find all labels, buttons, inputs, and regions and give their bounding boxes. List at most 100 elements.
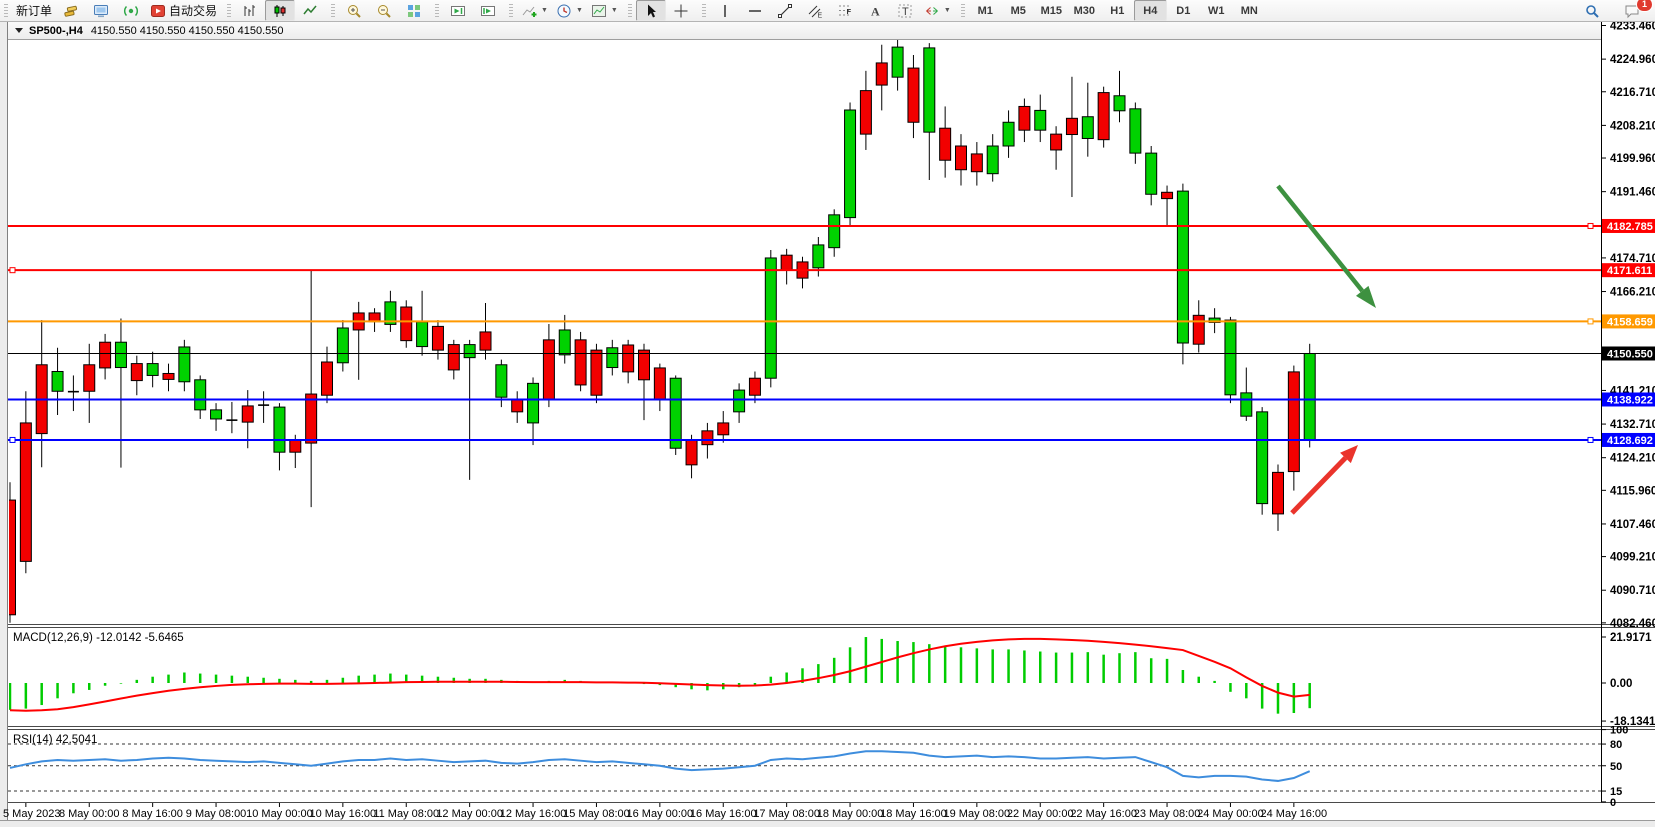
candle-body — [194, 379, 207, 411]
price-axis[interactable]: 4233.460 4224.960 4216.710 4208.210 4199.960… — [1601, 21, 1655, 809]
chart-line-button[interactable] — [295, 0, 325, 21]
tf-mn-button[interactable]: MN — [1233, 0, 1266, 21]
new-order-label: 新订单 — [16, 4, 53, 18]
trend-arrow[interactable] — [1290, 456, 1348, 515]
hline-handle[interactable] — [1587, 318, 1594, 325]
tf-h1-label: H1 — [1110, 4, 1125, 17]
trend-arrow-head[interactable] — [1340, 445, 1358, 464]
time-tick-label: 24 May 16:00 — [1261, 808, 1328, 820]
hline-handle[interactable] — [1587, 222, 1594, 229]
candle-body — [289, 439, 302, 453]
texta-icon: A — [871, 4, 880, 18]
zoom-in-button[interactable] — [339, 0, 369, 21]
tile-windows-button[interactable] — [399, 0, 429, 21]
text-tool-button[interactable]: A — [860, 0, 890, 21]
candle-body — [99, 341, 112, 369]
shift-icon — [481, 5, 496, 16]
label-tool-button[interactable]: T — [890, 0, 920, 21]
time-tick-label: 19 May 08:00 — [944, 808, 1011, 820]
candle-body — [812, 244, 825, 269]
candle-body — [1018, 105, 1031, 131]
toolbar-grip[interactable] — [4, 4, 8, 17]
candle-body — [368, 312, 381, 323]
candle-body — [1287, 371, 1300, 473]
notifications-button[interactable]: 1 — [1617, 0, 1653, 21]
hline-handle[interactable] — [1587, 436, 1594, 443]
time-tick-label: 12 May 00:00 — [436, 808, 503, 820]
macd-scale-label: 0.00 — [1610, 678, 1632, 690]
tf-m30-button[interactable]: M30 — [1068, 0, 1101, 21]
auto-scroll-button[interactable] — [443, 0, 473, 21]
trendline-tool-button[interactable] — [770, 0, 800, 21]
tf-m15-button[interactable]: M15 — [1035, 0, 1068, 21]
toolbar-grip[interactable] — [509, 4, 514, 17]
chart-symbol-dropdown-icon[interactable] — [15, 28, 23, 33]
deposit-history-button[interactable] — [56, 0, 86, 21]
candle-body — [986, 145, 999, 175]
tf-m5-button[interactable]: M5 — [1002, 0, 1035, 21]
time-tick-label: 16 May 00:00 — [627, 808, 694, 820]
vertical-line-tool-button[interactable] — [710, 0, 740, 21]
trend-arrow-head[interactable] — [1355, 285, 1376, 308]
tf-h1-button[interactable]: H1 — [1101, 0, 1134, 21]
candle-body — [891, 46, 904, 78]
time-tick-label: 11 May 08:00 — [373, 808, 439, 820]
hline-handle[interactable] — [9, 436, 16, 443]
templates-button[interactable]: ▼ — [587, 0, 622, 21]
time-tick-label: 10 May 00:00 — [246, 808, 313, 820]
tf-d1-button[interactable]: D1 — [1167, 0, 1200, 21]
shapes-icon — [926, 6, 938, 15]
toolbar-grip[interactable] — [435, 4, 440, 17]
fibonacci-tool-button[interactable]: F — [830, 0, 860, 21]
price-label: 4182.785 — [1607, 221, 1653, 233]
toolbar-grip[interactable] — [331, 4, 336, 17]
periods-button[interactable]: ▼ — [552, 0, 587, 21]
tf-m1-button[interactable]: M1 — [969, 0, 1002, 21]
signals-button[interactable] — [116, 0, 146, 21]
search-button[interactable] — [1577, 0, 1607, 21]
crosshair-button[interactable] — [666, 0, 696, 21]
tf-h4-button[interactable]: H4 — [1133, 0, 1167, 21]
autoscroll-icon — [451, 5, 466, 16]
toolbar-grip[interactable] — [227, 4, 232, 17]
hline-handle[interactable] — [9, 267, 16, 274]
candle-body — [431, 325, 444, 351]
chart-candles-button[interactable] — [265, 0, 296, 21]
add-indicator-button[interactable]: ▼ — [517, 0, 552, 21]
toolbar-grip[interactable] — [960, 4, 965, 17]
zoom-out-button[interactable] — [369, 0, 399, 21]
toolbar-grip[interactable] — [701, 4, 706, 17]
shapes-tool-button[interactable]: ▼ — [920, 0, 955, 21]
dropdown-caret-icon[interactable]: ▼ — [575, 7, 583, 14]
candle-body — [1303, 352, 1316, 441]
dropdown-caret-icon[interactable]: ▼ — [610, 7, 618, 14]
chart-shift-button[interactable] — [473, 0, 503, 21]
candle-body — [653, 367, 666, 401]
toolbar-group — [327, 0, 431, 21]
time-tick-label: 15 May 08:00 — [563, 808, 630, 820]
chart-bars-button[interactable] — [235, 0, 265, 21]
tf-m15-label: M15 — [1040, 4, 1062, 17]
terminal-window-button[interactable] — [86, 0, 116, 21]
trend-icon — [777, 3, 792, 18]
cursor-button[interactable] — [635, 0, 666, 21]
price-label: 4128.692 — [1607, 435, 1653, 447]
candle-body — [83, 364, 96, 392]
candle-body — [748, 377, 761, 396]
candle-body — [955, 145, 967, 171]
chart-window-caption: SP500-,H4 4150.550 4150.550 4150.550 415… — [8, 22, 1601, 40]
rsi-label: RSI(14) 42.5041 — [13, 734, 97, 746]
new-order-button[interactable]: 新订单 — [12, 0, 56, 21]
candle-body — [780, 254, 793, 271]
toolbar-group: 新订单 自动交易 — [0, 0, 223, 21]
horizontal-line-tool-button[interactable] — [740, 0, 770, 21]
auto-trading-button[interactable]: 自动交易 — [146, 0, 221, 21]
tf-w1-button[interactable]: W1 — [1200, 0, 1233, 21]
channel-tool-button[interactable]: E — [800, 0, 830, 21]
toolbar-grip[interactable] — [627, 4, 632, 17]
dropdown-caret-icon[interactable]: ▼ — [541, 7, 548, 14]
dropdown-caret-icon[interactable]: ▼ — [943, 7, 951, 14]
trend-arrow[interactable] — [1276, 184, 1364, 293]
